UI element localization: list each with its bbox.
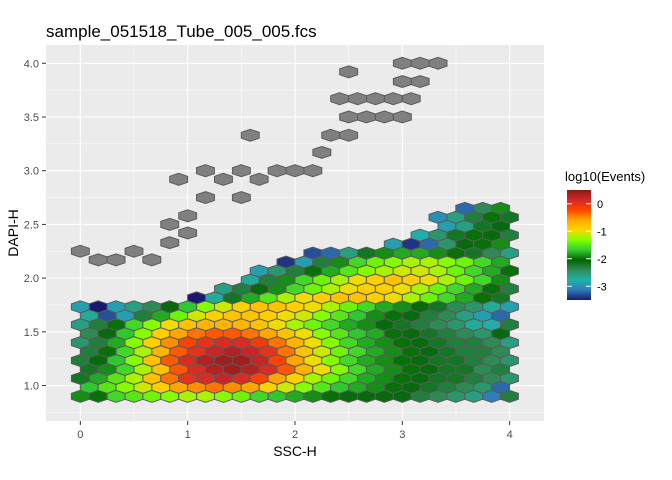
hexbin-cell bbox=[321, 246, 341, 260]
hexbin-cell bbox=[410, 228, 430, 242]
y-axis-title: DAPI-H bbox=[5, 209, 21, 256]
hexbin-cell-out-of-range bbox=[392, 75, 412, 89]
hexbin-cell bbox=[428, 210, 448, 224]
hexbin-cell-out-of-range bbox=[410, 56, 430, 70]
y-tick-label: 1.0 bbox=[24, 381, 39, 393]
hexbin-cell-out-of-range bbox=[321, 128, 341, 142]
legend-ticks: 0 -1 -2 -3 bbox=[567, 199, 607, 293]
hexbin-cell bbox=[491, 201, 510, 215]
legend: log10(Events) 0 -1 -2 -3 bbox=[565, 169, 645, 300]
hexbin-cell bbox=[303, 246, 323, 260]
hexbin-cell-out-of-range bbox=[339, 128, 359, 142]
hexbin-cell-out-of-range bbox=[70, 244, 90, 258]
hexbin-cell-out-of-range bbox=[366, 92, 385, 106]
legend-tick-label: 0 bbox=[597, 199, 603, 211]
hexbin-cell-out-of-range bbox=[267, 164, 287, 178]
hexbin-cell-out-of-range bbox=[303, 164, 323, 178]
hexbin-cell-out-of-range bbox=[348, 92, 367, 106]
hexbin-cell-out-of-range bbox=[124, 244, 144, 258]
hexbin-cell-out-of-range bbox=[196, 164, 215, 178]
hexbin-cell-out-of-range bbox=[312, 145, 332, 159]
hexbin-cell-out-of-range bbox=[401, 92, 421, 106]
hexbin-cell-out-of-range bbox=[160, 217, 180, 231]
hexbin-cell-out-of-range bbox=[249, 172, 269, 186]
hexbin-cell bbox=[187, 291, 206, 305]
hexbin-cell-out-of-range bbox=[375, 110, 394, 124]
hexbin-cell bbox=[383, 237, 403, 251]
hexbin-cell-out-of-range bbox=[196, 191, 215, 205]
x-tick-label: 0 bbox=[77, 429, 83, 441]
hexbin-cell bbox=[142, 300, 162, 314]
hexagon-layer bbox=[70, 56, 519, 403]
y-tick-label: 3.0 bbox=[24, 166, 39, 178]
legend-tick-label: -1 bbox=[597, 226, 607, 238]
x-tick-label: 4 bbox=[507, 429, 513, 441]
hexbin-cell-out-of-range bbox=[339, 65, 359, 79]
hexbin-cell-out-of-range bbox=[231, 191, 251, 205]
hexbin-cell-out-of-range bbox=[392, 56, 412, 70]
x-axis: 0 1 2 3 4 bbox=[77, 421, 513, 441]
hexbin-cell-out-of-range bbox=[142, 253, 162, 267]
hexbin-cell bbox=[106, 300, 126, 314]
hexbin-cell-out-of-range bbox=[169, 172, 189, 186]
hexbin-cell bbox=[249, 264, 269, 278]
hexbin-cell bbox=[357, 246, 376, 260]
hexbin-cell bbox=[455, 201, 475, 215]
hexbin-cell-out-of-range bbox=[160, 236, 180, 250]
hexbin-cell bbox=[88, 300, 108, 314]
y-tick-label: 2.5 bbox=[24, 219, 39, 231]
x-tick-label: 3 bbox=[399, 429, 405, 441]
hexbin-cell-out-of-range bbox=[330, 92, 350, 106]
hexbin-cell bbox=[160, 300, 180, 314]
legend-tick-label: -3 bbox=[597, 281, 607, 293]
hexbin-cell-out-of-range bbox=[383, 92, 403, 106]
hexbin-cell bbox=[70, 300, 90, 314]
hexbin-cell-out-of-range bbox=[410, 75, 430, 89]
y-tick-label: 1.5 bbox=[24, 327, 39, 339]
y-tick-label: 2.0 bbox=[24, 273, 39, 285]
hexbin-cell-out-of-range bbox=[285, 164, 305, 178]
hexbin-cell-out-of-range bbox=[392, 110, 412, 124]
y-tick-label: 3.5 bbox=[24, 112, 39, 124]
hexbin-cell-out-of-range bbox=[428, 56, 448, 70]
hexbin-cell-out-of-range bbox=[178, 209, 198, 223]
y-tick-label: 4.0 bbox=[24, 58, 39, 70]
hexbin-cell-out-of-range bbox=[231, 164, 251, 178]
hexbin-cell bbox=[214, 282, 233, 296]
y-axis: 1.0 1.5 2.0 2.5 3.0 3.5 4.0 bbox=[24, 58, 46, 393]
x-axis-title: SSC-H bbox=[273, 443, 317, 459]
hexbin-cell bbox=[473, 201, 493, 215]
chart-title: sample_051518_Tube_005_005.fcs bbox=[46, 22, 317, 41]
hexbin-cell bbox=[124, 300, 144, 314]
legend-title: log10(Events) bbox=[565, 169, 645, 184]
hexbin-cell-out-of-range bbox=[357, 110, 376, 124]
hexbin-cell-out-of-range bbox=[214, 172, 233, 186]
x-tick-label: 2 bbox=[292, 429, 298, 441]
hexbin-cell-out-of-range bbox=[88, 253, 108, 267]
hexbin-cell bbox=[276, 255, 296, 269]
legend-tick-label: -2 bbox=[597, 254, 607, 266]
hexbin-cell-out-of-range bbox=[178, 226, 198, 240]
hexbin-cell-out-of-range bbox=[106, 253, 126, 267]
x-tick-label: 1 bbox=[185, 429, 191, 441]
legend-colorbar bbox=[567, 190, 591, 300]
hexbin-cell bbox=[339, 246, 358, 260]
hexbin-cell-out-of-range bbox=[240, 128, 260, 142]
hexbin-cell-out-of-range bbox=[339, 110, 359, 124]
